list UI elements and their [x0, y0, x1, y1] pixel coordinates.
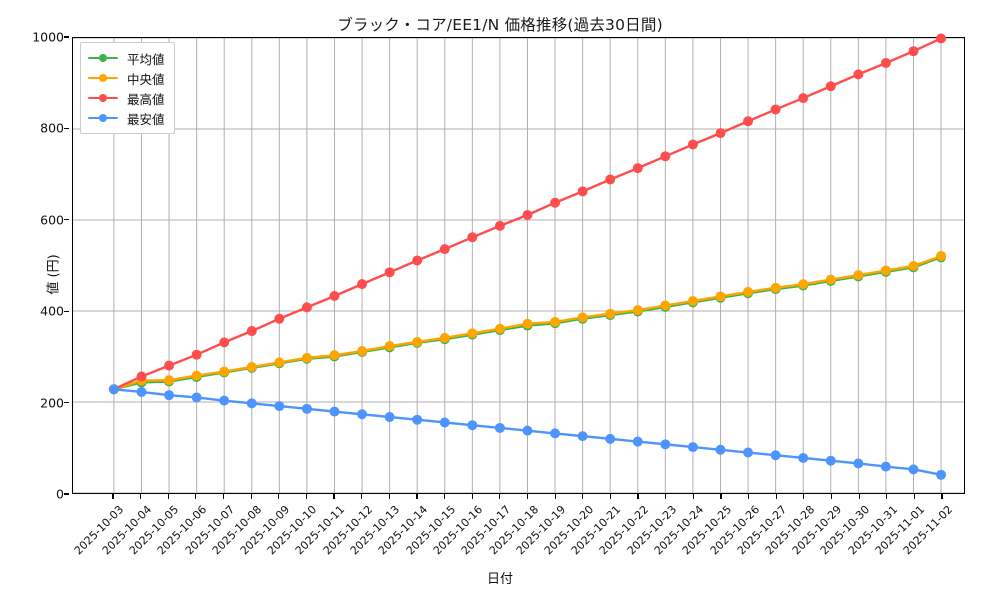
- x-tick-mark: [361, 494, 363, 499]
- legend-item[interactable]: 平均値: [88, 48, 165, 68]
- data-series-layer: [108, 33, 947, 480]
- legend-item[interactable]: 中央値: [88, 68, 165, 88]
- x-tick-mark: [222, 494, 225, 499]
- x-tick-mark: [278, 494, 280, 499]
- x-tick-mark: [582, 494, 584, 499]
- legend-item-label: 平均値: [127, 51, 165, 67]
- x-tick-mark: [775, 494, 777, 499]
- y-tick-label: 200: [40, 395, 64, 411]
- y-tick-label: 1000: [32, 29, 64, 45]
- x-tick-mark: [526, 494, 529, 499]
- x-tick-mark: [333, 494, 335, 499]
- x-tick-mark: [499, 494, 501, 499]
- legend-item-label: 最高値: [127, 91, 165, 107]
- x-tick-mark: [554, 494, 556, 499]
- y-tick-label: 0: [56, 486, 64, 502]
- legend-item-label: 最安値: [127, 111, 165, 127]
- y-axis-tick-labels: 0 200 400 600 800 1000: [8, 30, 64, 502]
- legend-item-label: 中央値: [127, 71, 165, 87]
- legend-swatch-icon: [88, 72, 118, 84]
- plot-area: [72, 33, 965, 494]
- y-tick-label: 600: [40, 212, 64, 228]
- y-tick-mark: [64, 493, 69, 495]
- x-tick-mark: [886, 494, 888, 499]
- x-tick-mark: [112, 494, 114, 499]
- chart-title: ブラック・コア/EE1/N 価格推移(過去30日間): [337, 16, 663, 34]
- x-tick-mark: [444, 494, 446, 499]
- chart-legend: 平均値中央値最高値最安値: [80, 42, 175, 134]
- x-tick-mark: [665, 494, 667, 499]
- x-axis-label: 日付: [486, 572, 513, 587]
- legend-item[interactable]: 最安値: [88, 108, 165, 128]
- y-tick-mark: [64, 36, 69, 38]
- x-tick-mark: [747, 494, 750, 499]
- x-tick-mark: [913, 494, 915, 499]
- y-tick-label: 400: [40, 303, 64, 319]
- legend-swatch-icon: [88, 112, 118, 124]
- x-tick-mark: [830, 494, 833, 499]
- x-axis-tick-labels: 2025-10-03 2025-10-04 2025-10-05 2025-10-06…: [0, 494, 1000, 594]
- x-tick-mark: [140, 494, 142, 499]
- y-tick-mark: [64, 310, 69, 312]
- legend-swatch-icon: [88, 92, 118, 104]
- y-axis-tick-marks: [0, 36, 72, 495]
- x-tick-mark: [250, 494, 252, 499]
- y-tick-mark: [64, 402, 69, 404]
- x-tick-mark: [858, 494, 860, 499]
- x-tick-mark: [720, 494, 722, 499]
- x-tick-mark: [305, 494, 308, 499]
- x-tick-mark: [195, 494, 197, 499]
- y-tick-mark: [64, 219, 69, 221]
- legend-item[interactable]: 最高値: [88, 88, 165, 108]
- x-tick-mark: [941, 494, 943, 499]
- x-tick-mark: [692, 494, 694, 499]
- legend-swatch-icon: [88, 52, 118, 64]
- y-tick-label: 800: [40, 120, 64, 136]
- x-tick-mark: [637, 494, 639, 499]
- x-tick-mark: [609, 494, 611, 499]
- y-tick-mark: [64, 127, 69, 129]
- x-tick-mark: [388, 494, 390, 499]
- x-tick-mark: [471, 494, 473, 499]
- x-tick-mark: [167, 494, 169, 499]
- x-tick-mark: [803, 494, 805, 499]
- x-tick-mark: [416, 494, 418, 499]
